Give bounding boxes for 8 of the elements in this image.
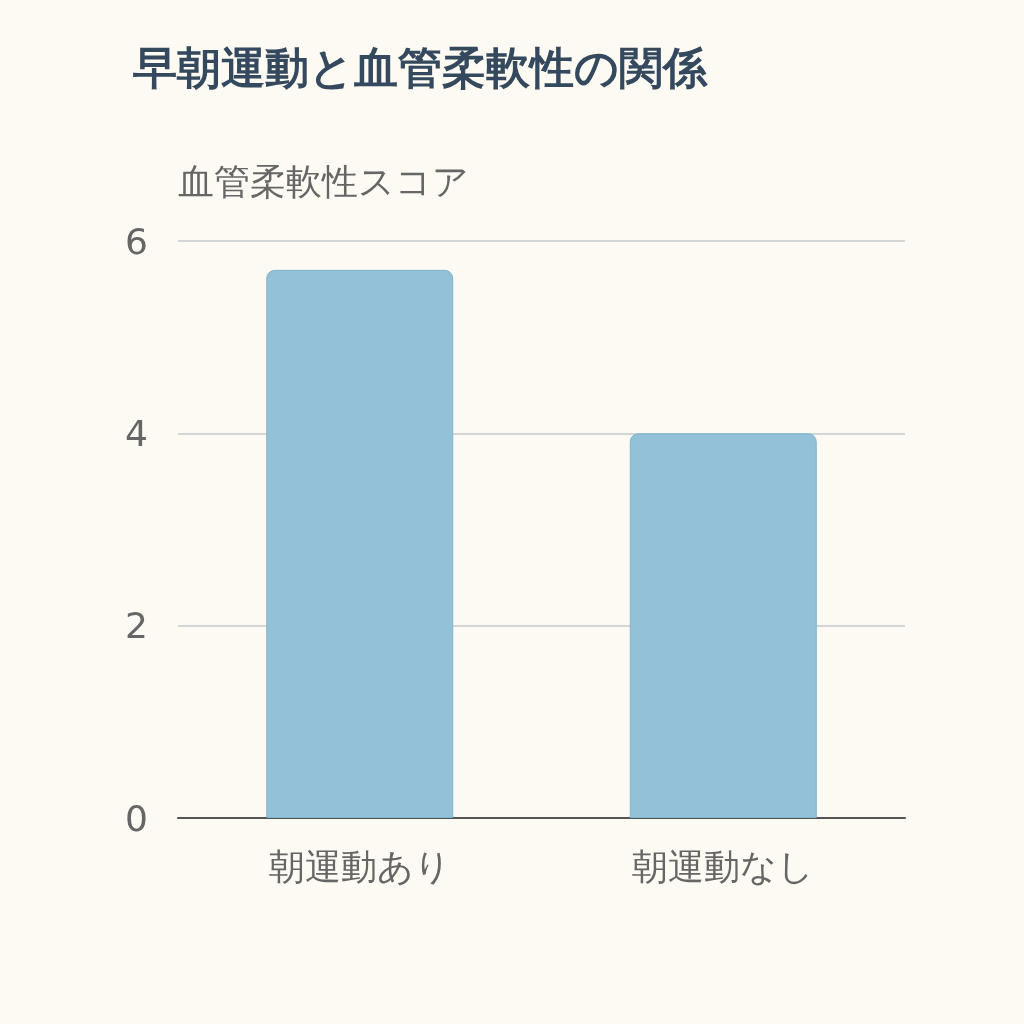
chart-title: 早朝運動と血管柔軟性の関係 [132,41,708,93]
x-tick-label: 朝運動あり [268,845,451,887]
y-tick-label: 6 [125,220,148,262]
y-axis-title: 血管柔軟性スコア [178,160,469,202]
x-tick-label: 朝運動なし [632,845,815,887]
y-tick-label: 0 [125,797,148,839]
y-tick-label: 4 [125,412,148,454]
y-tick-label: 2 [125,605,148,647]
